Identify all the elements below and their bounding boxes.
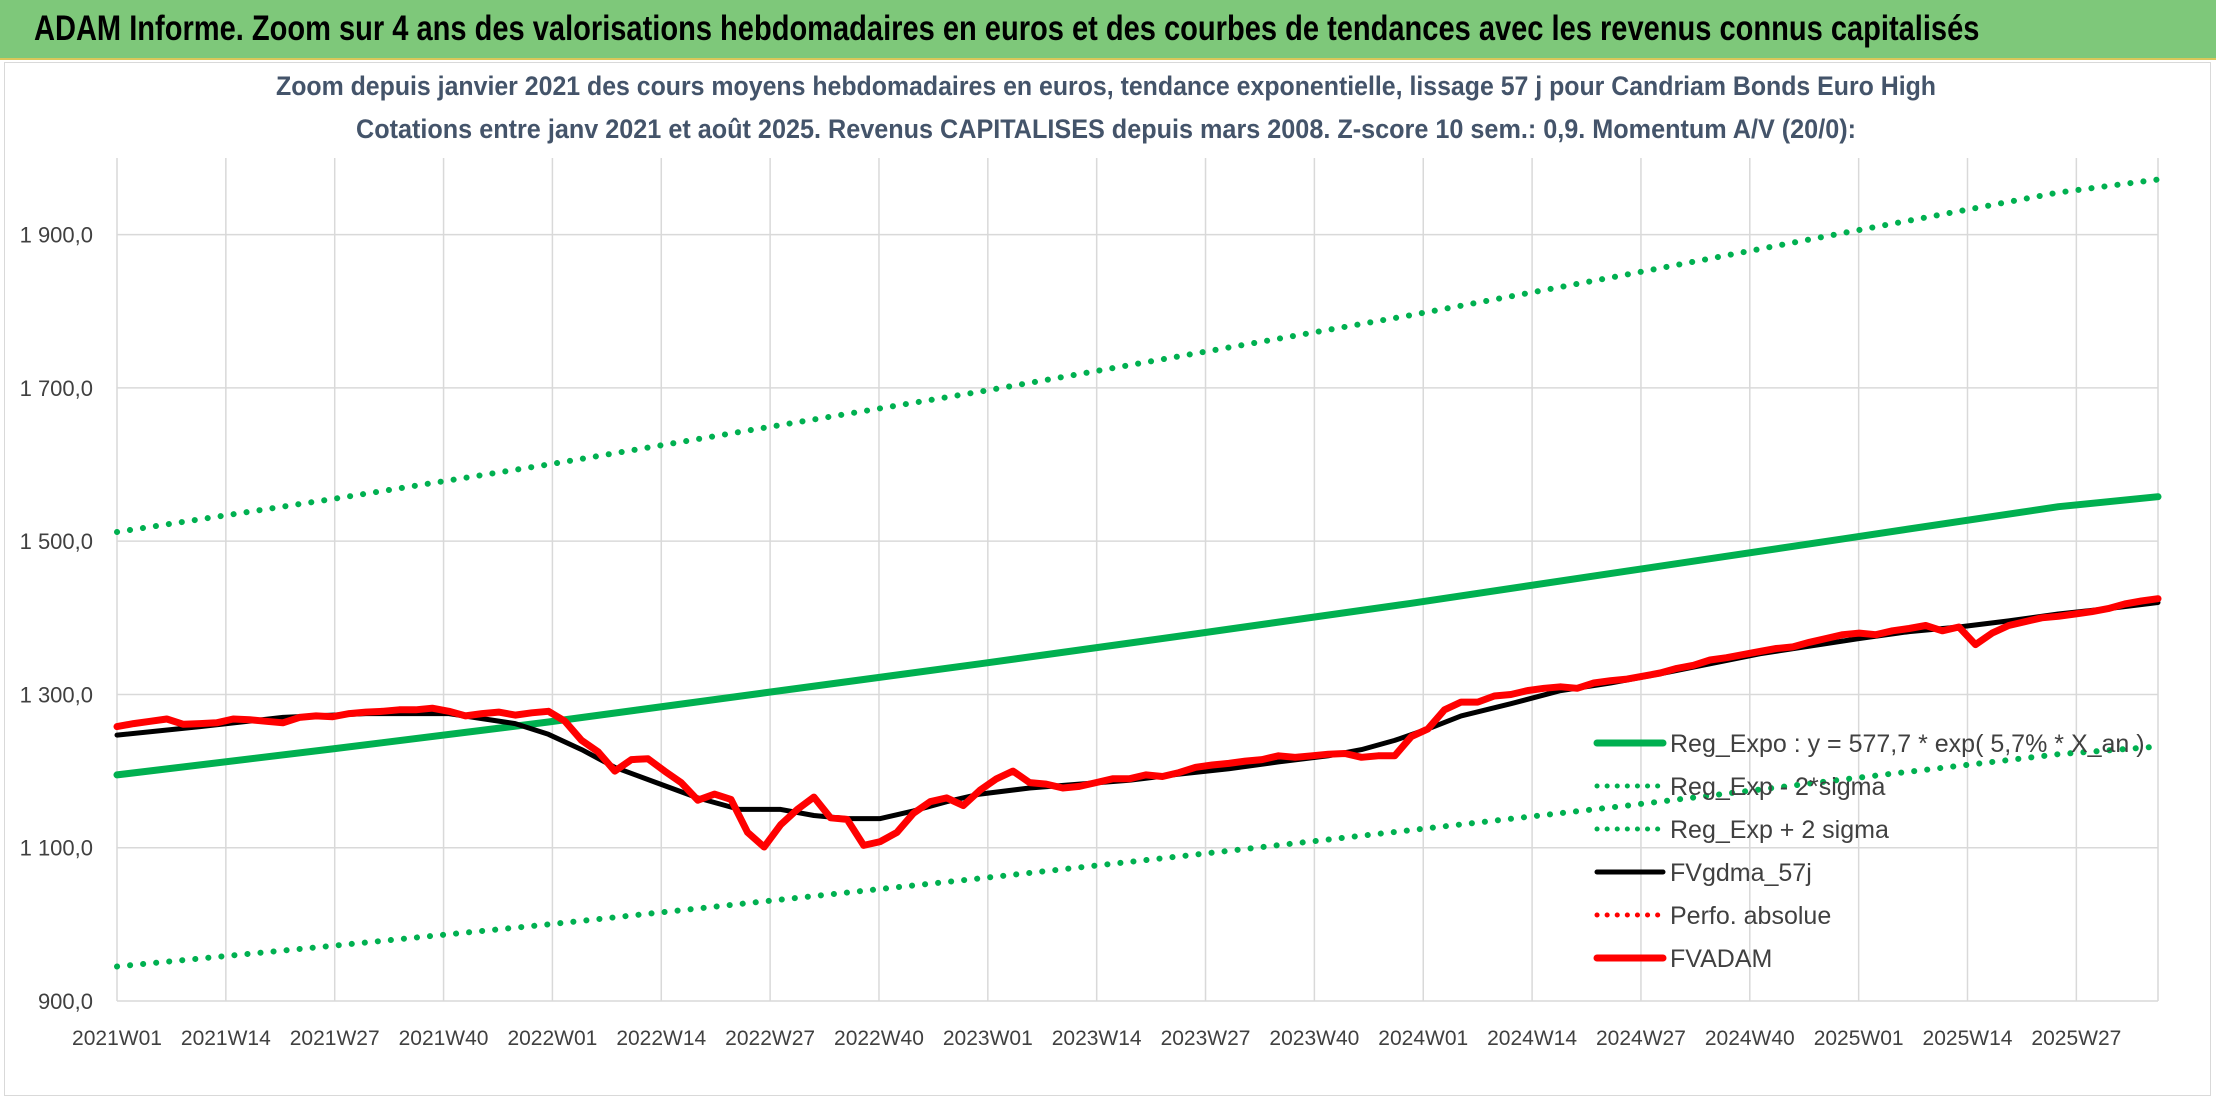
y-tick-label: 1 700,0	[20, 376, 93, 401]
y-tick-label: 900,0	[38, 989, 93, 1014]
x-tick-label: 2023W01	[943, 1027, 1033, 1050]
x-tick-label: 2022W14	[616, 1027, 706, 1050]
legend-label-0: Reg_Expo : y = 577,7 * exp( 5,7% * X_an …	[1670, 730, 2145, 758]
series-layer	[113, 176, 2162, 970]
chart-title: Zoom depuis janvier 2021 des cours moyen…	[276, 71, 1936, 101]
x-tick-label: 2023W27	[1161, 1027, 1251, 1050]
report-title: ADAM Informe. Zoom sur 4 ans des valoris…	[34, 9, 1980, 48]
x-tick-label: 2022W27	[725, 1027, 815, 1050]
x-tick-label: 2023W40	[1269, 1027, 1359, 1050]
legend-label-1: Reg_Exp - 2*sigma	[1670, 773, 1885, 801]
chart-subtitle: Cotations entre janv 2021 et août 2025. …	[356, 114, 1856, 144]
series-line-2	[114, 176, 2161, 535]
legend-label-4: Perfo. absolue	[1670, 902, 1831, 930]
grid-layer	[116, 158, 2159, 1002]
line-chart: Zoom depuis janvier 2021 des cours moyen…	[20, 71, 2162, 1050]
x-tick-label: 2022W01	[507, 1027, 597, 1050]
x-tick-label: 2025W14	[1923, 1027, 2013, 1050]
x-tick-label: 2021W40	[399, 1027, 489, 1050]
chart-area: Zoom depuis janvier 2021 des cours moyen…	[4, 62, 2211, 1096]
y-tick-label: 1 300,0	[20, 682, 93, 707]
x-tick-label: 2024W27	[1596, 1027, 1686, 1050]
x-axis-ticks: 2021W01 2021W14 2021W27 2021W40 2022W01 2022W…	[72, 1027, 2121, 1050]
x-tick-label: 2022W40	[834, 1027, 924, 1050]
legend-label-3: FVgdma_57j	[1670, 859, 1812, 887]
series-line-5	[113, 595, 2162, 851]
series-line-0	[113, 493, 2162, 779]
x-tick-label: 2021W14	[181, 1027, 271, 1050]
x-tick-label: 2021W27	[290, 1027, 380, 1050]
x-tick-label: 2025W01	[1814, 1027, 1904, 1050]
y-tick-label: 1 100,0	[20, 836, 93, 861]
x-tick-label: 2023W14	[1052, 1027, 1142, 1050]
x-tick-label: 2024W01	[1378, 1027, 1468, 1050]
y-axis-ticks: 900,0 1 100,0 1 300,0 1 500,0 1 700,0 1 900,0	[20, 223, 93, 1014]
legend-label-5: FVADAM	[1670, 945, 1772, 973]
x-tick-label: 2025W27	[2031, 1027, 2121, 1050]
legend: Reg_Expo : y = 577,7 * exp( 5,7% * X_an …	[1593, 730, 2145, 973]
report-banner: ADAM Informe. Zoom sur 4 ans des valoris…	[0, 0, 2216, 60]
series-line-1	[114, 743, 2161, 970]
x-tick-label: 2024W14	[1487, 1027, 1577, 1050]
x-tick-label: 2024W40	[1705, 1027, 1795, 1050]
y-tick-label: 1 900,0	[20, 223, 93, 248]
legend-label-2: Reg_Exp + 2 sigma	[1670, 816, 1889, 844]
y-tick-label: 1 500,0	[20, 529, 93, 554]
x-tick-label: 2021W01	[72, 1027, 162, 1050]
